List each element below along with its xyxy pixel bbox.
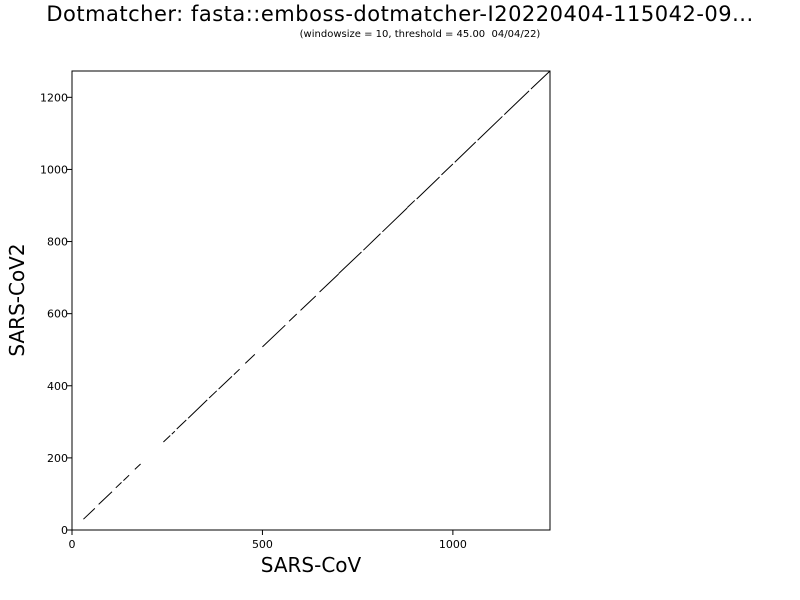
plot-frame bbox=[71, 70, 551, 531]
dot-segments bbox=[83, 70, 551, 520]
chart-title: Dotmatcher: fasta::emboss-dotmatcher-I20… bbox=[46, 2, 754, 26]
y-tick-label: 200 bbox=[47, 452, 68, 465]
x-tick-label: 1000 bbox=[439, 538, 467, 551]
dot-segment bbox=[338, 251, 362, 275]
dot-segment bbox=[83, 508, 96, 520]
dot-segment bbox=[416, 176, 440, 200]
dot-segment bbox=[208, 390, 218, 399]
dot-segment bbox=[134, 463, 141, 470]
dot-segment bbox=[98, 491, 113, 505]
dot-segment bbox=[503, 90, 530, 115]
dot-segment bbox=[187, 399, 208, 419]
dot-segment bbox=[319, 273, 339, 293]
y-axis-label: SARS-CoV2 bbox=[5, 243, 29, 356]
chart-subtitle: (windowsize = 10, threshold = 45.00 04/0… bbox=[299, 29, 541, 40]
dot-segment bbox=[233, 368, 240, 375]
dot-segment bbox=[171, 430, 176, 435]
y-tick-label: 1200 bbox=[40, 91, 68, 104]
dot-segment bbox=[406, 200, 416, 209]
dot-segment bbox=[288, 313, 298, 322]
dot-segment bbox=[115, 482, 122, 489]
x-axis-label: SARS-CoV bbox=[261, 553, 362, 577]
dot-segment bbox=[477, 116, 503, 141]
dot-segment bbox=[363, 233, 381, 251]
x-tick-label: 0 bbox=[69, 538, 76, 551]
y-tick-label: 600 bbox=[47, 308, 68, 321]
dot-segment bbox=[244, 354, 256, 364]
y-ticks: 0 200 400 600 800 1000 1200 bbox=[40, 91, 72, 537]
dot-segment bbox=[300, 295, 317, 311]
y-tick-label: 0 bbox=[61, 524, 68, 537]
dot-segment bbox=[454, 141, 477, 163]
y-tick-label: 800 bbox=[47, 236, 68, 249]
y-tick-label: 400 bbox=[47, 380, 68, 393]
x-tick-label: 500 bbox=[252, 538, 273, 551]
dot-segment bbox=[262, 324, 286, 348]
dot-segment bbox=[441, 163, 454, 176]
dot-segment bbox=[163, 435, 171, 443]
y-tick-label: 1000 bbox=[40, 163, 68, 176]
x-ticks: 0 500 1000 bbox=[69, 530, 467, 551]
dot-segment bbox=[176, 419, 187, 430]
dot-segment bbox=[382, 207, 408, 233]
dot-segment bbox=[218, 376, 233, 390]
dot-segment bbox=[530, 70, 551, 90]
dot-segment bbox=[123, 474, 130, 481]
